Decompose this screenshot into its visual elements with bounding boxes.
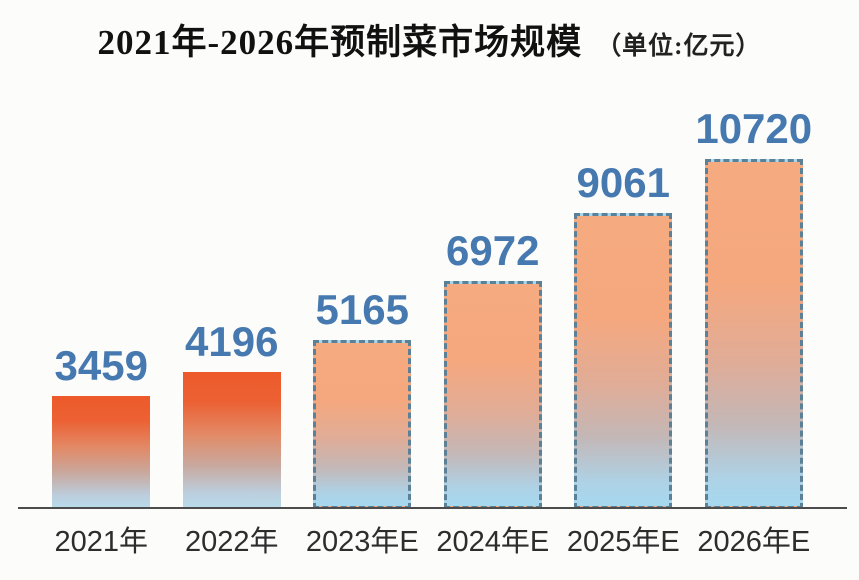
x-axis-label: 2023年E [305,525,419,558]
chart-header: 2021年-2026年预制菜市场规模 （单位:亿元） [0,0,859,63]
bar-column-3: 5165 [297,285,428,509]
bars-row: 3459 4196 5165 6972 9061 10720 [36,79,819,509]
x-axis-label: 2025年E [566,525,680,558]
x-axis-label: 2021年 [54,525,148,558]
bar-value-label: 6972 [446,226,540,274]
bar-value-label: 5165 [315,285,409,333]
x-axis-labels: 2021年 2022年 2023年E 2024年E 2025年E 2026年E [36,518,819,560]
bar-value-label: 9061 [576,158,670,206]
x-axis-label: 2022年 [184,525,279,558]
bar-column-1: 3459 [36,341,167,509]
bar-2023年E [313,339,412,509]
bar-2026年E [704,158,803,509]
bar-column-6: 10720 [689,104,820,509]
x-axis-label: 2026年E [697,525,811,558]
bar-2025年E [574,212,673,509]
bar-2022年 [182,371,281,509]
bar-chart: 3459 4196 5165 6972 9061 10720 [18,79,847,509]
chart-unit-label: （单位:亿元） [596,33,762,60]
bar-column-4: 6972 [428,226,559,509]
bar-value-label: 10720 [695,104,813,152]
bar-column-2: 4196 [167,317,298,509]
bar-2024年E [443,280,542,509]
bar-value-label: 4196 [185,317,279,365]
chart-title: 2021年-2026年预制菜市场规模 [97,23,583,62]
bar-column-5: 9061 [558,158,689,509]
x-axis-label: 2024年E [436,525,550,558]
bar-2021年 [52,395,151,509]
bar-value-label: 3459 [54,341,148,389]
x-axis-line [18,506,847,509]
